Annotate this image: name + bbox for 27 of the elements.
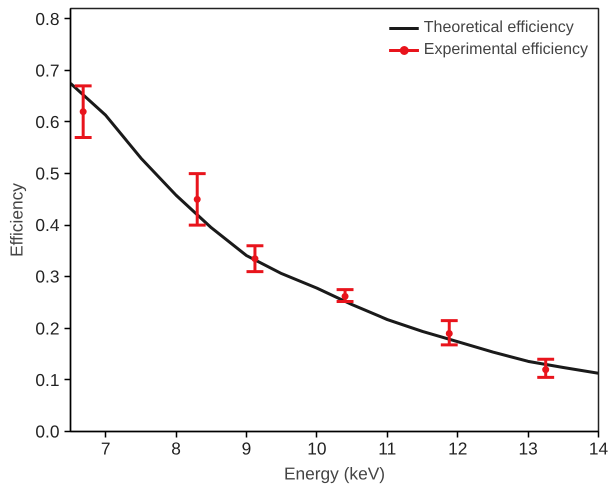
y-axis-title: Efficiency <box>6 182 26 257</box>
y-tick-label: 0.7 <box>35 60 60 80</box>
x-tick-label: 8 <box>171 438 181 458</box>
point <box>542 366 550 374</box>
y-tick-label: 0.1 <box>35 370 60 390</box>
legend-label: Theoretical efficiency <box>424 19 574 37</box>
x-tick-label: 9 <box>242 438 252 458</box>
x-tick-label: 11 <box>378 438 396 458</box>
point <box>342 292 349 300</box>
y-tick-label: 0.6 <box>35 112 60 132</box>
x-axis-title: Energy (keV) <box>284 464 386 484</box>
x-tick-label: 13 <box>518 438 538 458</box>
y-tick-label: 0.5 <box>35 164 60 184</box>
x-tick-label: 12 <box>448 438 468 458</box>
x-tick-label: 7 <box>100 438 111 458</box>
y-tick-label: 0.4 <box>35 215 60 236</box>
y-tick-label: 0.8 <box>35 8 60 29</box>
x-tick-label: 10 <box>307 438 327 458</box>
legend-label: Experimental efficiency <box>424 41 588 59</box>
y-tick-label: 0.0 <box>35 422 60 442</box>
x-tick-label: 14 <box>588 438 608 458</box>
point <box>446 330 453 337</box>
point <box>80 108 87 116</box>
point <box>194 196 201 203</box>
point <box>251 255 258 262</box>
y-tick-label: 0.2 <box>35 318 60 338</box>
y-tick-label: 0.3 <box>35 266 60 287</box>
